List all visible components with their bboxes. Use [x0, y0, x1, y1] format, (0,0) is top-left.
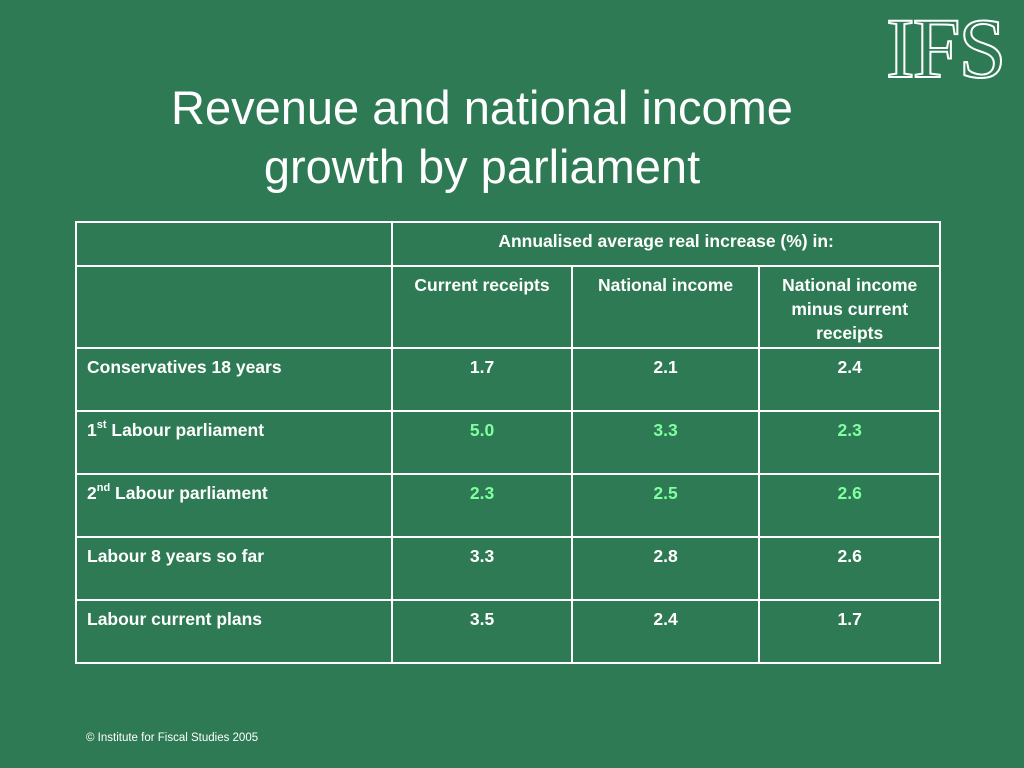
table-cell: 2.8 — [570, 536, 761, 601]
table-cell: 5.0 — [391, 410, 573, 475]
ifs-logo: IFS — [885, 0, 1007, 96]
group-header-cell: Annualised average real increase (%) in: — [391, 221, 941, 267]
col-header-current-receipts: Current receipts — [391, 265, 573, 349]
row-label: 2nd Labour parliament — [74, 473, 394, 538]
row-label-prefix: 1 — [87, 420, 97, 440]
row-label-text: Labour parliament — [110, 483, 268, 503]
table-row: Conservatives 18 years 1.7 2.1 2.4 — [74, 347, 941, 412]
table-row: 1st Labour parliament 5.0 3.3 2.3 — [74, 410, 941, 475]
table-group-header-row: Annualised average real increase (%) in: — [74, 221, 941, 267]
table-row: 2nd Labour parliament 2.3 2.5 2.6 — [74, 473, 941, 538]
table-cell: 3.3 — [391, 536, 573, 601]
col-header-national-income-minus-receipts: National income minus current receipts — [758, 265, 941, 349]
growth-table: Annualised average real increase (%) in:… — [74, 221, 941, 664]
table-cell: 2.6 — [758, 536, 941, 601]
table-cell: 2.4 — [570, 599, 761, 664]
row-label: Conservatives 18 years — [74, 347, 394, 412]
table-cell: 2.6 — [758, 473, 941, 538]
row-label: 1st Labour parliament — [74, 410, 394, 475]
table-cell: 2.4 — [758, 347, 941, 412]
table-cell: 2.3 — [758, 410, 941, 475]
row-label: Labour current plans — [74, 599, 394, 664]
row-label-superscript: st — [96, 419, 107, 432]
title-line-2: growth by parliament — [263, 140, 701, 193]
table-cell: 3.3 — [570, 410, 761, 475]
col-header-national-income: National income — [570, 265, 761, 349]
table-cell: 3.5 — [391, 599, 573, 664]
row-label-text: Labour parliament — [106, 420, 265, 440]
table-cell: 1.7 — [758, 599, 941, 664]
slide-title: Revenue and national income growth by pa… — [92, 78, 872, 196]
table-row: Labour 8 years so far 3.3 2.8 2.6 — [74, 536, 941, 601]
table-column-header-row: Current receipts National income Nationa… — [74, 265, 941, 349]
table-cell: 2.1 — [570, 347, 761, 412]
table-cell: 2.5 — [570, 473, 761, 538]
table-row: Labour current plans 3.5 2.4 1.7 — [74, 599, 941, 664]
copyright-footer: © Institute for Fiscal Studies 2005 — [86, 732, 259, 744]
row-label-superscript: nd — [96, 482, 111, 495]
table-cell: 1.7 — [391, 347, 573, 412]
row-label: Labour 8 years so far — [74, 536, 394, 601]
empty-header-cell — [74, 221, 394, 267]
empty-header-cell — [74, 265, 394, 349]
table-cell: 2.3 — [391, 473, 573, 538]
title-line-1: Revenue and national income — [171, 81, 793, 134]
row-label-prefix: 2 — [87, 483, 97, 503]
